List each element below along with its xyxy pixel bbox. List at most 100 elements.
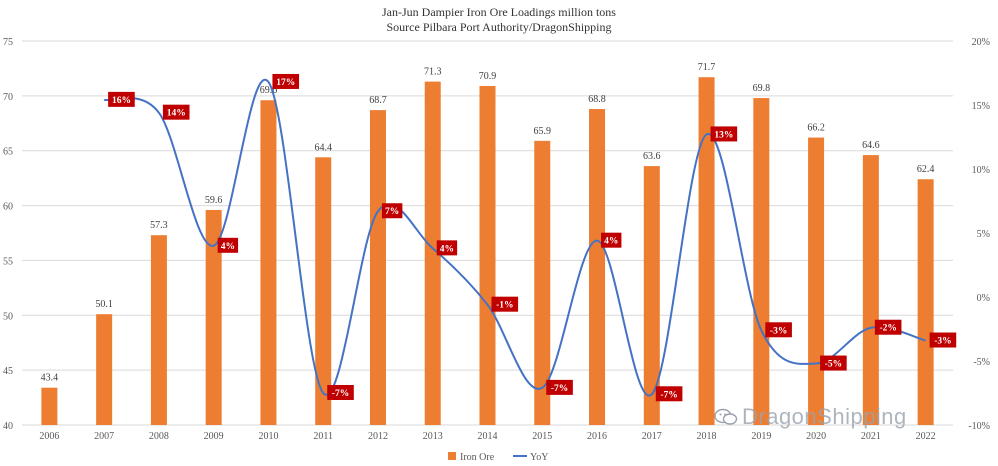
yoy-data-label: 4% <box>604 237 618 247</box>
bar-value-label: 57.3 <box>150 220 168 231</box>
x-tick-label: 2011 <box>313 431 333 442</box>
x-tick-label: 2012 <box>368 431 388 442</box>
yoy-label-box <box>546 379 573 395</box>
legend-label: YoY <box>530 452 548 463</box>
bar <box>96 314 113 425</box>
watermark-text: DragonShipping <box>742 404 907 429</box>
bar <box>369 110 386 426</box>
bar <box>862 155 879 426</box>
yoy-label-box <box>381 203 403 219</box>
y2-tick-label: 10% <box>972 165 990 176</box>
x-tick-label: 2007 <box>94 431 114 442</box>
bar <box>589 109 606 425</box>
yoy-label-box <box>162 104 190 120</box>
yoy-data-label: -5% <box>825 360 842 370</box>
legend-swatch-bar <box>448 452 456 460</box>
x-tick-label: 2017 <box>642 431 662 442</box>
yoy-data-label: 7% <box>385 207 399 217</box>
bar-value-label: 62.4 <box>917 164 935 175</box>
yoy-data-label: 16% <box>112 96 131 106</box>
yoy-data-label: -7% <box>551 384 568 394</box>
bar <box>643 166 660 425</box>
yoy-label-box <box>929 332 957 348</box>
bar-value-label: 59.6 <box>205 195 223 206</box>
yoy-label-box <box>655 386 683 402</box>
yoy-data-label: 13% <box>714 130 733 140</box>
yoy-label-box <box>108 91 135 107</box>
x-tick-label: 2010 <box>258 431 278 442</box>
yoy-label-box <box>601 232 622 248</box>
bar <box>753 98 770 426</box>
yoy-data-label: 4% <box>221 242 235 252</box>
bar <box>150 235 167 425</box>
yoy-label-box <box>765 322 792 338</box>
yoy-label-box <box>491 296 519 312</box>
x-tick-label: 2015 <box>532 431 552 442</box>
y-tick-label: 60 <box>3 202 13 213</box>
bar <box>424 81 441 425</box>
y-tick-label: 45 <box>3 366 13 377</box>
x-tick-label: 2006 <box>39 431 59 442</box>
bar-value-label: 63.6 <box>643 151 661 162</box>
y-tick-label: 50 <box>3 311 13 322</box>
bar <box>41 387 58 425</box>
yoy-label-box <box>272 73 300 89</box>
x-tick-label: 2019 <box>751 431 771 442</box>
yoy-data-label: -2% <box>879 324 896 334</box>
y-tick-label: 40 <box>3 421 13 432</box>
x-tick-label: 2018 <box>697 431 717 442</box>
y-tick-label: 55 <box>3 256 13 267</box>
yoy-data-label: -3% <box>770 326 787 336</box>
yoy-data-label: 14% <box>167 109 186 119</box>
yoy-data-label: -7% <box>332 389 349 399</box>
bar <box>808 137 825 425</box>
y-tick-label: 70 <box>3 92 13 103</box>
bar <box>315 157 332 425</box>
y2-tick-label: 5% <box>977 229 990 240</box>
bar <box>534 140 551 425</box>
bar-value-label: 64.6 <box>862 140 880 151</box>
bar-value-label: 50.1 <box>95 299 113 310</box>
yoy-label-box <box>436 240 458 256</box>
y2-tick-label: -10% <box>968 421 990 432</box>
bar-value-label: 68.7 <box>369 95 387 106</box>
bar <box>479 85 496 426</box>
x-tick-label: 2020 <box>806 431 826 442</box>
bar-value-label: 68.8 <box>588 94 606 105</box>
yoy-data-label: -3% <box>934 337 951 347</box>
bar-value-label: 70.9 <box>479 71 497 82</box>
y2-tick-label: 0% <box>977 293 990 304</box>
bar-value-label: 69.8 <box>753 83 771 94</box>
yoy-label-box <box>327 385 354 400</box>
x-tick-label: 2008 <box>149 431 169 442</box>
bar <box>205 209 222 425</box>
chart-subtitle: Source Pilbara Port Authority/DragonShip… <box>386 20 612 34</box>
bar-value-label: 69.6 <box>260 85 278 96</box>
yoy-data-label: -1% <box>496 301 513 311</box>
x-tick-label: 2016 <box>587 431 607 442</box>
y2-tick-label: -5% <box>973 357 990 368</box>
bar <box>917 179 934 425</box>
bar <box>698 77 715 425</box>
bar-value-label: 71.3 <box>424 67 442 78</box>
yoy-data-label: -7% <box>660 390 677 400</box>
wechat-icon <box>714 408 738 425</box>
bar-value-label: 64.4 <box>314 142 332 153</box>
bar-value-label: 66.2 <box>807 123 825 134</box>
legend-label: Iron Ore <box>460 452 495 463</box>
yoy-data-label: 4% <box>440 244 454 254</box>
yoy-label-box <box>710 126 738 142</box>
yoy-label-box <box>217 237 239 253</box>
x-tick-label: 2013 <box>423 431 443 442</box>
yoy-label-box <box>820 355 847 371</box>
chart-title: Jan-Jun Dampier Iron Ore Loadings millio… <box>382 5 616 19</box>
y-tick-label: 65 <box>3 147 13 158</box>
y2-tick-label: 20% <box>972 37 990 48</box>
x-tick-label: 2021 <box>861 431 881 442</box>
x-tick-label: 2022 <box>916 431 936 442</box>
x-tick-label: 2009 <box>204 431 224 442</box>
bar-value-label: 65.9 <box>534 126 552 137</box>
bar-value-label: 71.7 <box>698 62 716 73</box>
